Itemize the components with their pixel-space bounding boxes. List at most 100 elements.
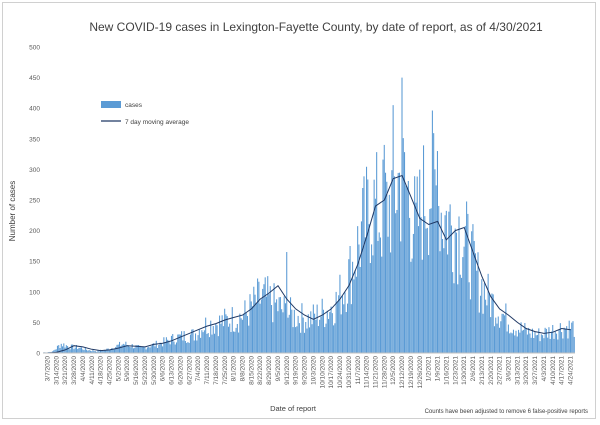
bar	[70, 344, 72, 353]
bar	[130, 347, 132, 353]
y-tick-label: 0	[36, 351, 40, 358]
bar	[392, 105, 394, 353]
bar	[545, 328, 547, 353]
bar	[414, 176, 416, 353]
bar	[221, 315, 223, 353]
bar	[449, 204, 451, 353]
bar	[157, 348, 159, 353]
bar	[423, 145, 425, 353]
bar	[420, 217, 422, 353]
bar	[334, 323, 336, 353]
bar	[519, 332, 521, 353]
bar	[279, 297, 281, 353]
bar	[290, 297, 292, 353]
bar	[176, 342, 178, 353]
x-tick-label: 3/28/2020	[71, 356, 78, 385]
bar	[246, 316, 248, 353]
bar	[543, 338, 545, 353]
bar	[272, 322, 274, 353]
bar	[340, 314, 342, 353]
bar	[553, 338, 555, 353]
bar	[376, 152, 378, 353]
bar	[438, 205, 440, 353]
bar	[56, 345, 58, 353]
bar	[330, 306, 332, 353]
x-tick-label: 10/17/2020	[328, 356, 335, 389]
bar	[63, 343, 65, 353]
bar	[524, 322, 526, 353]
bar	[405, 185, 407, 353]
bar	[94, 351, 96, 353]
bar	[131, 344, 133, 353]
bar	[88, 349, 90, 353]
bar	[236, 323, 238, 353]
y-axis-ticks: 0 50 100 150 200 250 300 350 400 450 500	[29, 45, 40, 358]
bar	[505, 303, 507, 353]
cases-chart: New COVID-19 cases in Lexington-Fayette …	[8, 20, 588, 415]
bar	[345, 312, 347, 353]
bar	[295, 327, 297, 353]
bar	[143, 346, 145, 353]
bar-series	[43, 77, 575, 353]
x-tick-label: 9/12/2020	[284, 356, 291, 385]
x-tick-label: 9/5/2020	[275, 356, 282, 382]
bar	[391, 170, 393, 353]
x-tick-label: 3/21/2020	[62, 356, 69, 385]
bar	[129, 346, 131, 353]
bar	[335, 291, 337, 353]
bar	[520, 322, 522, 353]
bar	[198, 329, 200, 353]
bar	[467, 213, 469, 353]
x-tick-label: 10/24/2020	[337, 356, 344, 389]
bar	[447, 254, 449, 353]
bar	[386, 181, 388, 353]
bar	[328, 318, 330, 353]
bar	[390, 252, 392, 353]
bar	[349, 246, 351, 353]
bar	[455, 232, 457, 353]
bar	[179, 334, 181, 353]
bar	[315, 319, 317, 353]
bar	[277, 311, 279, 353]
bar	[322, 309, 324, 353]
bar	[459, 274, 461, 353]
x-tick-label: 5/30/2020	[151, 356, 158, 385]
bar	[564, 328, 566, 353]
bar	[501, 313, 503, 353]
bar	[363, 176, 365, 353]
bar	[473, 241, 475, 353]
bar	[454, 228, 456, 353]
bar	[381, 256, 383, 353]
bar	[291, 309, 293, 353]
bar	[267, 276, 269, 353]
x-tick-label: 3/20/2021	[523, 356, 530, 385]
bar	[100, 349, 102, 353]
bar	[141, 346, 143, 353]
bar	[240, 318, 242, 353]
bar	[192, 329, 194, 353]
bar	[239, 313, 241, 353]
bar	[101, 350, 103, 353]
bar	[531, 328, 533, 353]
bar	[534, 331, 536, 353]
bar	[344, 292, 346, 353]
bar	[254, 294, 256, 353]
bar	[320, 316, 322, 353]
bar	[301, 303, 303, 353]
bar	[311, 324, 313, 353]
bar	[476, 270, 478, 353]
bar	[98, 351, 100, 353]
bar	[326, 310, 328, 353]
x-tick-label: 6/6/2020	[160, 356, 167, 382]
bar	[506, 331, 508, 353]
bar	[377, 240, 379, 353]
bar	[259, 303, 261, 353]
bar	[428, 255, 430, 353]
bar	[523, 329, 525, 353]
bar	[439, 251, 441, 353]
bar	[511, 333, 513, 353]
bar	[550, 331, 552, 353]
bar	[310, 311, 312, 353]
bar	[360, 221, 362, 353]
bar	[300, 332, 302, 353]
